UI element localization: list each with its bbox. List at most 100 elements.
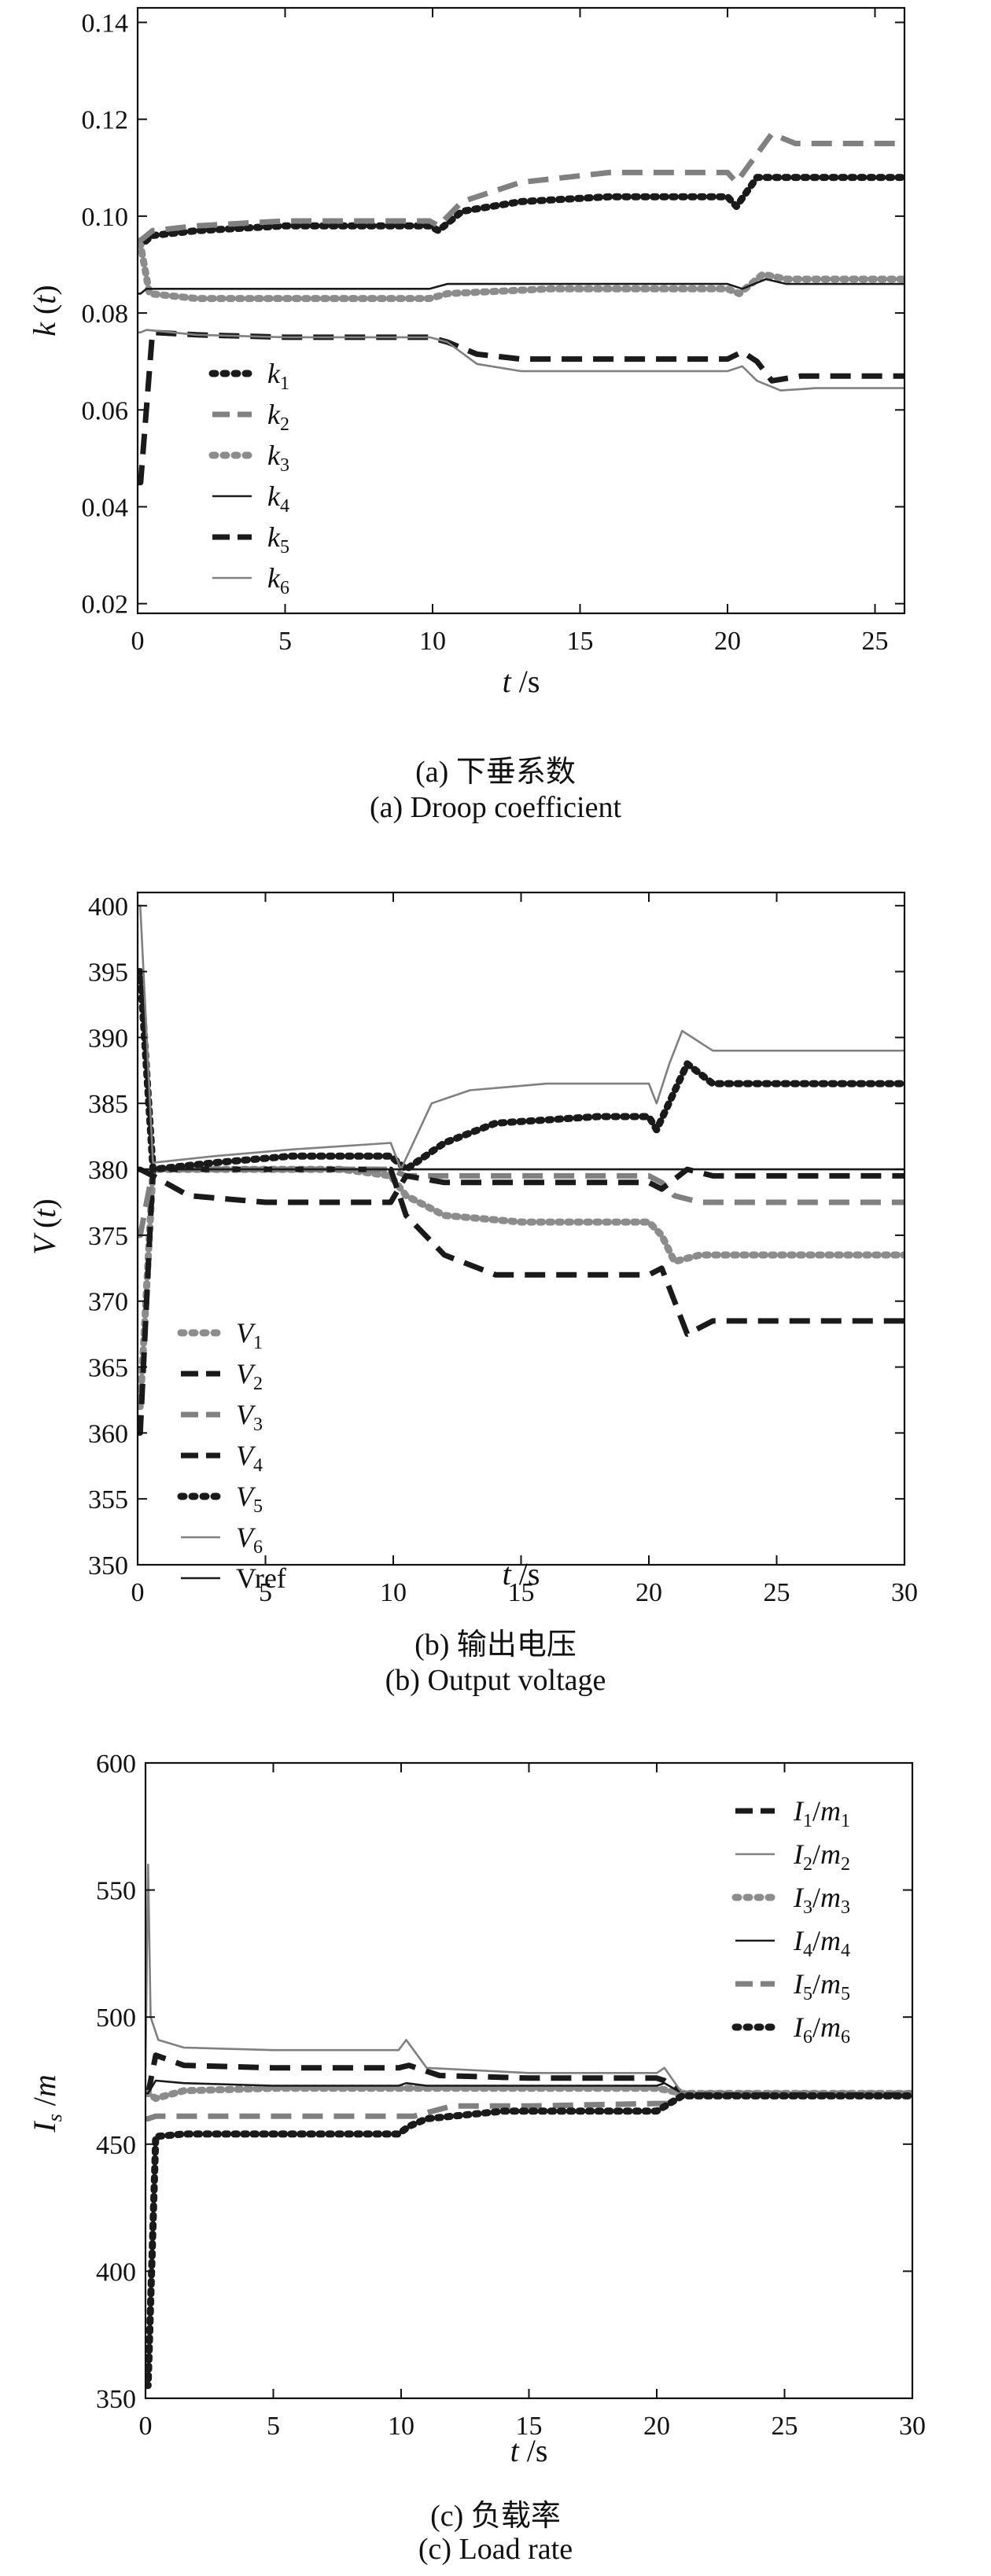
x-tick-label: 15 (567, 627, 594, 656)
load-rate-panel: 0 5 10 15 20 25 30 350 400 450 500 550 600 t /s Is /m I… (0, 1706, 991, 2576)
legend-label: k1 (267, 358, 289, 394)
y-axis-label: V (t) (27, 1198, 62, 1255)
plot-frame (136, 6, 906, 615)
output-voltage-panel: 0 5 10 15 20 25 30 350 355 360 365 370 375 380 385 390 3… (0, 834, 991, 1706)
droop-coefficient-panel: 0 5 10 15 20 25 0.02 0.04 0.06 0.08 0.10 0.12 0.14 t … (0, 0, 991, 834)
series-line-5 (138, 329, 904, 486)
legend-label: k2 (267, 399, 289, 435)
x-axis-label: t /s (503, 1556, 540, 1592)
y-axis-label: Is /m (27, 2074, 66, 2133)
legend-label: k5 (267, 521, 289, 558)
series-line-6 (146, 2092, 912, 2390)
x-tick-label: 5 (267, 2412, 280, 2441)
y-tick-label: 400 (96, 2258, 136, 2287)
caption-cn: (b) 输出电压 (414, 1628, 577, 1662)
legend: I1/m1 I2/m2 I3/m3 I4/m4 I5/m5 I6/m6 (731, 1795, 850, 2048)
series-line-4 (146, 2079, 912, 2095)
x-tick-label: 20 (635, 1578, 662, 1607)
series-line-3 (138, 241, 904, 303)
x-tick-label: 10 (419, 627, 446, 656)
y-tick-label: 365 (88, 1354, 128, 1383)
legend-label: I5/m5 (793, 1968, 850, 2004)
legend-label: k6 (267, 562, 289, 598)
plot-area (138, 131, 904, 486)
x-tick-label: 30 (899, 2412, 926, 2441)
legend-label: V4 (236, 1440, 263, 1476)
caption-en: (c) Load rate (418, 2533, 573, 2566)
legend: k1 k2 k3 k4 k5 k6 (208, 358, 289, 598)
legend-label: I4/m4 (793, 1925, 850, 1961)
y-tick-label: 400 (88, 892, 128, 922)
x-tick-label: 0 (131, 1578, 145, 1607)
legend-label: Vref (236, 1562, 286, 1594)
legend-label: I1/m1 (793, 1795, 850, 1831)
y-tick-label: 350 (96, 2385, 136, 2414)
legend-label: V2 (236, 1358, 263, 1394)
x-tick-label: 0 (139, 2412, 153, 2441)
caption-en: (a) Droop coefficient (369, 791, 622, 824)
y-tick-label: 395 (88, 959, 128, 988)
series-line-5 (146, 2090, 912, 2122)
y-tick-label: 0.04 (82, 493, 129, 522)
series-line-2 (138, 131, 904, 244)
x-tick-label: 30 (891, 1578, 918, 1607)
series-line-4 (138, 278, 904, 295)
y-tick-label: 0.08 (82, 300, 129, 329)
y-tick-label: 350 (88, 1551, 128, 1581)
series-line-6 (138, 329, 904, 392)
y-tick-label: 390 (88, 1024, 128, 1053)
legend-label: V6 (236, 1522, 263, 1558)
load-rate-chart: 0 5 10 15 20 25 30 350 400 450 500 550 600 t /s Is /m I… (27, 1750, 926, 2468)
legend-label: I6/m6 (793, 2011, 850, 2048)
caption-cn: (c) 负载率 (430, 2500, 561, 2533)
y-tick-label: 360 (88, 1419, 128, 1448)
y-tick-label: 0.02 (82, 591, 129, 620)
x-tick-label: 15 (516, 2412, 543, 2441)
x-tick-label: 10 (380, 1578, 407, 1607)
y-tick-label: 380 (88, 1156, 128, 1185)
plot-area (146, 1864, 912, 2390)
y-tick-label: 500 (96, 2004, 136, 2033)
legend-label: k3 (267, 440, 289, 476)
output-voltage-chart: 0 5 10 15 20 25 30 350 355 360 365 370 375 380 385 390 3… (27, 891, 918, 1607)
y-tick-label: 355 (88, 1485, 128, 1514)
x-axis-label: t /s (510, 2433, 548, 2468)
x-tick-label: 25 (862, 627, 889, 656)
x-tick-label: 10 (388, 2412, 414, 2441)
droop-coefficient-chart: 0 5 10 15 20 25 0.02 0.04 0.06 0.08 0.10 0.12 0.14 t … (27, 6, 906, 699)
series-line-2 (146, 1864, 912, 2095)
series-line-4 (138, 1166, 904, 1205)
y-tick-label: 375 (88, 1222, 128, 1251)
y-tick-label: 385 (88, 1090, 128, 1119)
series-line-1 (138, 174, 904, 249)
y-tick-label: 550 (96, 1877, 136, 1906)
x-tick-label: 0 (131, 627, 145, 656)
legend-label: V3 (236, 1399, 263, 1435)
x-axis-label: t /s (503, 664, 540, 699)
x-tick-label: 15 (508, 1578, 535, 1607)
plot-area (138, 904, 904, 1436)
y-tick-label: 0.10 (82, 203, 129, 232)
x-tick-label: 25 (764, 1578, 790, 1607)
caption-cn: (a) 下垂系数 (415, 756, 576, 789)
x-tick-label: 25 (772, 2412, 798, 2441)
legend-label: V5 (236, 1481, 263, 1517)
y-tick-label: 0.06 (82, 396, 129, 425)
y-tick-label: 450 (96, 2131, 136, 2160)
y-tick-label: 0.14 (82, 9, 129, 38)
x-tick-label: 20 (714, 627, 741, 656)
series-line-1 (146, 2052, 912, 2096)
series-line-3 (146, 2085, 912, 2103)
series-line-5 (138, 968, 904, 1173)
legend: V1 V2 V3 V4 V5 V6 Vref (177, 1317, 286, 1594)
legend-label: V1 (236, 1317, 263, 1353)
series-line-6 (138, 904, 904, 1171)
caption-en: (b) Output voltage (385, 1664, 606, 1697)
x-tick-label: 5 (278, 627, 292, 656)
x-tick-label: 20 (643, 2412, 670, 2441)
x-tick-label: 5 (259, 1578, 272, 1607)
y-tick-label: 370 (88, 1288, 128, 1317)
y-tick-label: 0.12 (82, 106, 129, 135)
y-axis-label: k (t) (27, 285, 62, 337)
legend-label: I3/m3 (793, 1882, 850, 1918)
